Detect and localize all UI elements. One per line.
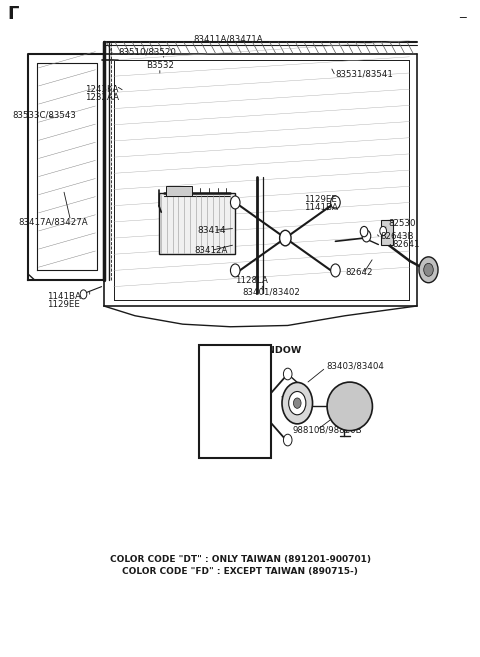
Text: 1129EE: 1129EE	[47, 300, 80, 309]
Circle shape	[222, 373, 228, 382]
Circle shape	[252, 401, 264, 416]
Text: 83403/83404: 83403/83404	[326, 362, 384, 371]
Text: 83412A: 83412A	[195, 246, 228, 255]
Text: 82530: 82530	[388, 219, 415, 228]
Circle shape	[380, 227, 386, 235]
Text: 83533C/83543: 83533C/83543	[12, 110, 76, 120]
Text: 83531/83541: 83531/83541	[336, 70, 393, 79]
Bar	[166, 187, 192, 196]
Text: POWER  WINDOW: POWER WINDOW	[206, 346, 301, 355]
Text: 1232AA: 1232AA	[85, 93, 119, 102]
Circle shape	[283, 368, 292, 380]
Text: 1128LA: 1128LA	[235, 276, 268, 284]
Circle shape	[222, 392, 228, 401]
Circle shape	[80, 290, 87, 299]
Circle shape	[339, 392, 360, 420]
Text: 83411A/83471A: 83411A/83471A	[193, 35, 263, 44]
Text: Γ: Γ	[7, 5, 19, 22]
Circle shape	[230, 264, 240, 277]
Bar	[199, 345, 271, 458]
Circle shape	[331, 196, 340, 209]
Circle shape	[283, 434, 292, 446]
Text: 83401/83402: 83401/83402	[242, 287, 300, 296]
Circle shape	[419, 257, 438, 283]
Circle shape	[424, 263, 433, 276]
Text: COLOR CODE "FD" : EXCEPT TAIWAN (890715-): COLOR CODE "FD" : EXCEPT TAIWAN (890715-…	[122, 567, 358, 576]
Text: B3532: B3532	[146, 60, 174, 70]
Circle shape	[282, 382, 312, 424]
Circle shape	[360, 227, 368, 237]
Circle shape	[362, 231, 371, 242]
Circle shape	[222, 431, 228, 440]
Circle shape	[224, 368, 232, 380]
Text: COLOR CODE "DT" : ONLY TAIWAN (891201-900701): COLOR CODE "DT" : ONLY TAIWAN (891201-90…	[109, 555, 371, 564]
Text: 83510/83520: 83510/83520	[118, 47, 176, 56]
Text: 82641: 82641	[393, 240, 420, 249]
Circle shape	[280, 231, 291, 246]
Text: 83417A/83427A: 83417A/83427A	[18, 217, 88, 227]
Text: 82643B: 82643B	[381, 232, 414, 240]
Text: 1141BA: 1141BA	[47, 292, 81, 301]
Ellipse shape	[327, 382, 372, 430]
Text: 1129EE: 1129EE	[304, 194, 337, 204]
Circle shape	[293, 398, 301, 408]
Circle shape	[344, 399, 356, 414]
Circle shape	[222, 411, 228, 420]
Circle shape	[230, 196, 240, 209]
Bar	[381, 220, 393, 244]
Text: 1243KA: 1243KA	[85, 85, 118, 94]
Text: ─: ─	[459, 12, 466, 22]
Circle shape	[224, 434, 232, 446]
Text: 1231FC: 1231FC	[218, 409, 252, 417]
Circle shape	[288, 392, 306, 415]
Circle shape	[331, 264, 340, 277]
Text: 1141BA: 1141BA	[304, 203, 338, 212]
Bar	[159, 193, 235, 254]
Text: 98810B/98820B: 98810B/98820B	[292, 426, 362, 435]
Text: 82642: 82642	[345, 268, 372, 277]
Text: 83414: 83414	[197, 226, 226, 235]
